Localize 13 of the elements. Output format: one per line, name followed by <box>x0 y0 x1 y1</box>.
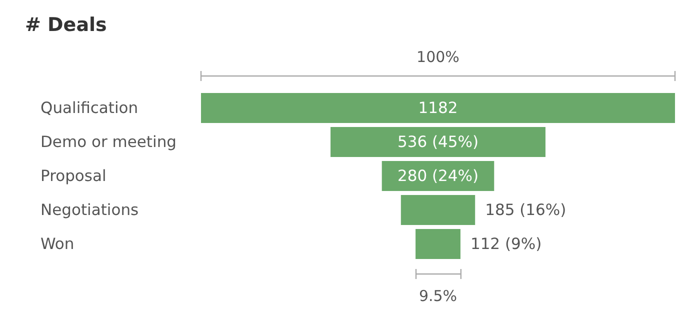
category-label: Proposal <box>40 167 106 185</box>
category-label: Won <box>40 235 74 253</box>
text: 9.5% <box>418 287 458 305</box>
category-label: Demo or meeting <box>40 133 176 151</box>
data-label: 185 (16%) <box>485 201 566 219</box>
data-label: 112 (9%) <box>470 235 542 253</box>
text: # Deals <box>25 14 107 36</box>
category-label: Negotiations <box>40 201 139 219</box>
data-label: 280 (24%) <box>397 167 479 185</box>
text: 100% <box>416 48 460 66</box>
data-label: 1182 <box>418 99 458 117</box>
category-label: Qualification <box>40 99 138 117</box>
data-label: 536 (45%) <box>397 133 479 151</box>
